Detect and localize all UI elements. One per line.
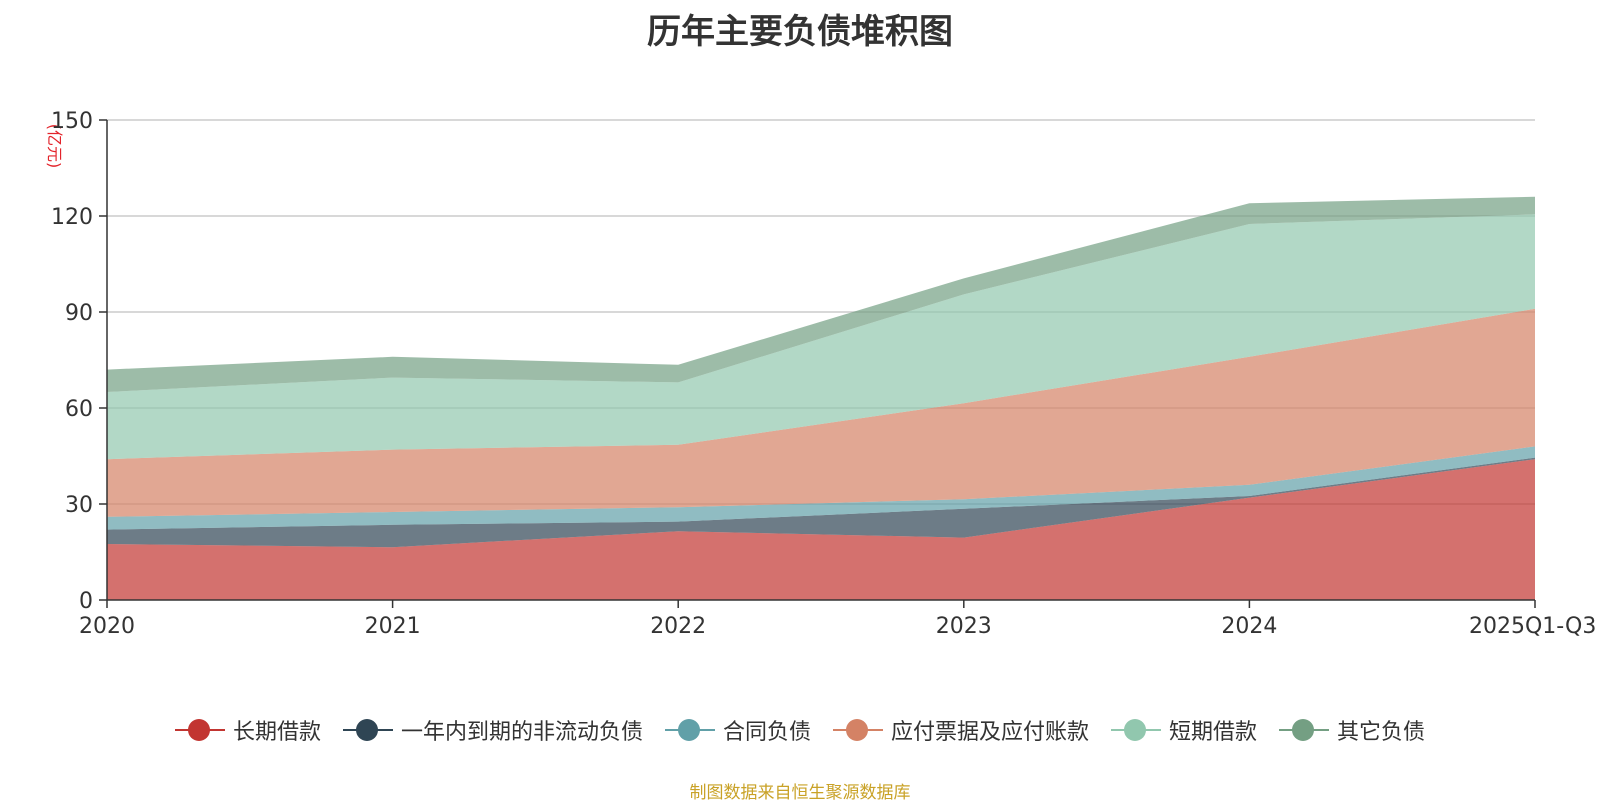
chart-legend: 长期借款 一年内到期的非流动负债 合同负债 应付票据及应付账款 短期借款 其它负债 xyxy=(0,714,1600,746)
legend-marker-icon xyxy=(174,718,225,742)
x-tick-label: 2025Q1-Q3 xyxy=(1469,614,1596,639)
y-tick-label: 120 xyxy=(51,205,93,230)
legend-label: 长期借款 xyxy=(232,720,321,745)
area-series-2 xyxy=(107,457,1535,548)
y-tick-label: 150 xyxy=(51,109,93,134)
legend-marker-icon xyxy=(664,718,715,742)
legend-label: 其它负债 xyxy=(1337,720,1426,745)
legend-item-5[interactable]: 短期借款 xyxy=(1111,714,1257,746)
y-tick-label: 60 xyxy=(65,397,93,422)
legend-label: 应付票据及应付账款 xyxy=(891,720,1090,745)
x-tick-label: 2023 xyxy=(936,614,992,639)
area-series-3 xyxy=(107,446,1535,530)
x-tick-label: 2020 xyxy=(79,614,135,639)
legend-item-4[interactable]: 应付票据及应付账款 xyxy=(833,714,1089,746)
legend-label: 合同负债 xyxy=(722,720,811,745)
y-tick-label: 30 xyxy=(65,493,93,518)
legend-item-6[interactable]: 其它负债 xyxy=(1279,714,1425,746)
area-series-4 xyxy=(107,308,1535,517)
legend-item-1[interactable]: 长期借款 xyxy=(174,714,321,746)
y-tick-label: 0 xyxy=(79,589,93,614)
y-axis-unit-label: (亿元) xyxy=(45,124,64,169)
legend-marker-icon xyxy=(833,718,883,742)
area-series-5 xyxy=(107,214,1535,460)
source-note: 制图数据来自恒生聚源数据库 xyxy=(689,783,911,803)
y-tick-label: 90 xyxy=(65,301,93,326)
legend-item-2[interactable]: 一年内到期的非流动负债 xyxy=(342,714,643,746)
legend-label: 短期借款 xyxy=(1169,720,1258,745)
legend-marker-icon xyxy=(342,718,393,742)
stacked-area-chart: (亿元) 0 30 60 90 120 150 2020 2021 2022 2023 2024 20… xyxy=(45,109,1596,639)
area-series-6 xyxy=(107,196,1535,392)
chart-title: 历年主要负债堆积图 xyxy=(647,12,953,52)
x-tick-label: 2024 xyxy=(1221,614,1277,639)
x-tick-label: 2021 xyxy=(365,614,421,639)
legend-marker-icon xyxy=(1111,718,1162,742)
legend-label: 一年内到期的非流动负债 xyxy=(400,720,643,745)
area-series-1 xyxy=(107,459,1535,600)
legend-item-3[interactable]: 合同负债 xyxy=(664,714,811,746)
legend-marker-icon xyxy=(1279,718,1330,742)
x-tick-label: 2022 xyxy=(650,614,706,639)
